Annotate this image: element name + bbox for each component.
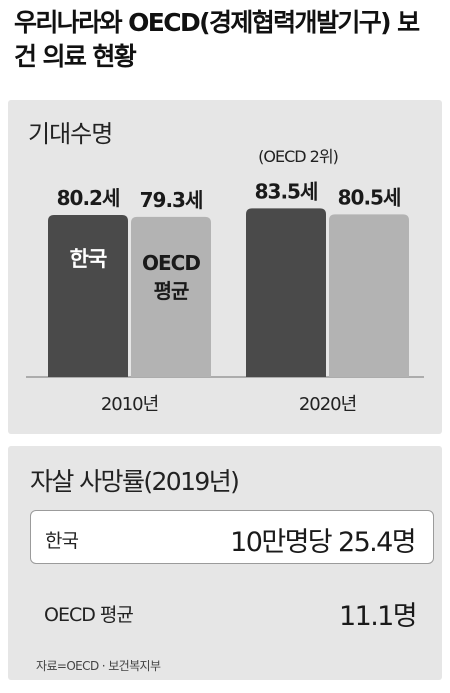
suicide-row-korea: 한국 10만명당 25.4명 <box>30 510 434 564</box>
data-label: 80.2세 <box>57 186 120 210</box>
data-label: 80.5세 <box>338 185 401 209</box>
data-label: 79.3세 <box>140 188 203 212</box>
suicide-row-value: 10만명당 25.4명 <box>230 527 416 558</box>
bar <box>131 216 211 377</box>
suicide-row-value: 11.1명 <box>339 601 418 632</box>
data-label: 83.5세 <box>255 179 318 203</box>
series-label-korea: 한국 <box>70 247 107 271</box>
suicide-row-label: 한국 <box>45 530 79 552</box>
rank-annotation: (OECD 2위) <box>258 147 338 166</box>
bar <box>246 208 326 377</box>
page-title: 우리나라와 OECD(경제협력개발기구) 보건 의료 현황 <box>14 8 420 71</box>
series-label-oecd: OECD <box>142 251 200 275</box>
chart-title: 기대수명 <box>28 120 112 148</box>
bar <box>48 214 128 377</box>
suicide-row-oecd: OECD 평균 11.1명 <box>30 585 434 639</box>
x-tick-label: 2020년 <box>299 394 356 415</box>
life-expectancy-chart: 기대수명 80.2세 79.3세 2010년 83.5세 80.5세 2020년 한국 OECD… <box>26 120 424 415</box>
suicide-rate-heading: 자살 사망률(2019년) <box>30 467 240 496</box>
source-note: 자료=OECD · 보건복지부 <box>36 659 161 673</box>
bar <box>329 214 409 377</box>
series-label-oecd: 평균 <box>154 279 189 303</box>
x-tick-label: 2010년 <box>101 394 158 415</box>
suicide-row-label: OECD 평균 <box>44 604 134 626</box>
